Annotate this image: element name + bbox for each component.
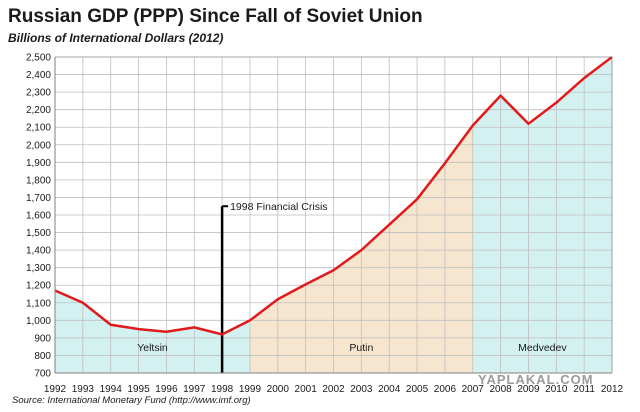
y-tick-label: 1,200	[26, 281, 51, 292]
y-tick-label: 2,200	[26, 105, 51, 116]
y-tick-label: 2,300	[26, 88, 51, 99]
x-tick-label: 1995	[127, 384, 150, 395]
y-tick-label: 1,500	[26, 228, 51, 239]
era-fill-yeltsin	[55, 290, 250, 373]
y-tick-label: 900	[34, 333, 51, 344]
y-tick-label: 2,100	[26, 123, 51, 134]
x-tick-label: 1994	[100, 384, 123, 395]
series-group	[54, 56, 613, 336]
y-tick-label: 2,500	[26, 53, 51, 64]
y-tick-label: 1,600	[26, 211, 51, 222]
source-note: Source: International Monetary Fund (htt…	[12, 395, 251, 406]
y-tick-label: 1,900	[26, 158, 51, 169]
x-tick-label: 1998	[211, 384, 234, 395]
y-tick-label: 700	[34, 369, 51, 380]
y-tick-label: 800	[34, 351, 51, 362]
era-label-putin: Putin	[349, 342, 373, 354]
x-tick-label: 1992	[44, 384, 67, 395]
watermark: YAPLAKAL.COM	[478, 372, 594, 387]
x-tick-label: 2000	[267, 384, 290, 395]
era-label-yeltsin: Yeltsin	[137, 342, 168, 354]
y-tick-label: 1,100	[26, 298, 51, 309]
chart-subtitle: Billions of International Dollars (2012)	[8, 31, 224, 45]
y-tick-label: 1,700	[26, 193, 51, 204]
x-tick-label: 2010	[545, 384, 568, 395]
chart-title: Russian GDP (PPP) Since Fall of Soviet U…	[8, 6, 423, 27]
x-tick-label: 1997	[183, 384, 206, 395]
era-labels: Yeltsin Putin Medvedev	[137, 342, 567, 354]
x-tick-label: 1996	[155, 384, 178, 395]
x-tick-label: 2004	[378, 384, 401, 395]
x-tick-label: 2008	[489, 384, 512, 395]
x-tick-labels: 1992 1993 1994 1995 1996 1997 1998 1999 2000 2001…	[44, 384, 624, 395]
x-tick-label: 2005	[406, 384, 429, 395]
gridlines	[54, 56, 613, 374]
x-tick-label: 1993	[72, 384, 95, 395]
annotation-label: 1998 Financial Crisis	[230, 201, 327, 213]
y-tick-label: 1,300	[26, 263, 51, 274]
era-label-medvedev: Medvedev	[518, 342, 567, 354]
y-tick-label: 1,000	[26, 316, 51, 327]
y-tick-label: 2,400	[26, 70, 51, 81]
y-tick-label: 1,800	[26, 175, 51, 186]
y-tick-label: 2,000	[26, 140, 51, 151]
x-tick-label: 2011	[573, 384, 595, 395]
x-tick-label: 2006	[434, 384, 457, 395]
x-tick-label: 2009	[517, 384, 540, 395]
y-tick-labels: 700 800 900 1,000 1,100 1,200 1,300 1,400 1,500 1…	[26, 53, 51, 380]
x-tick-label: 2012	[601, 384, 624, 395]
x-tick-label: 2001	[295, 384, 318, 395]
axes	[54, 56, 613, 374]
x-tick-label: 2003	[350, 384, 373, 395]
y-tick-label: 1,400	[26, 246, 51, 257]
x-tick-label: 1999	[239, 384, 262, 395]
annotation-group: 1998 Financial Crisis	[220, 201, 328, 373]
x-tick-label: 2002	[322, 384, 345, 395]
x-tick-label: 2007	[462, 384, 485, 395]
